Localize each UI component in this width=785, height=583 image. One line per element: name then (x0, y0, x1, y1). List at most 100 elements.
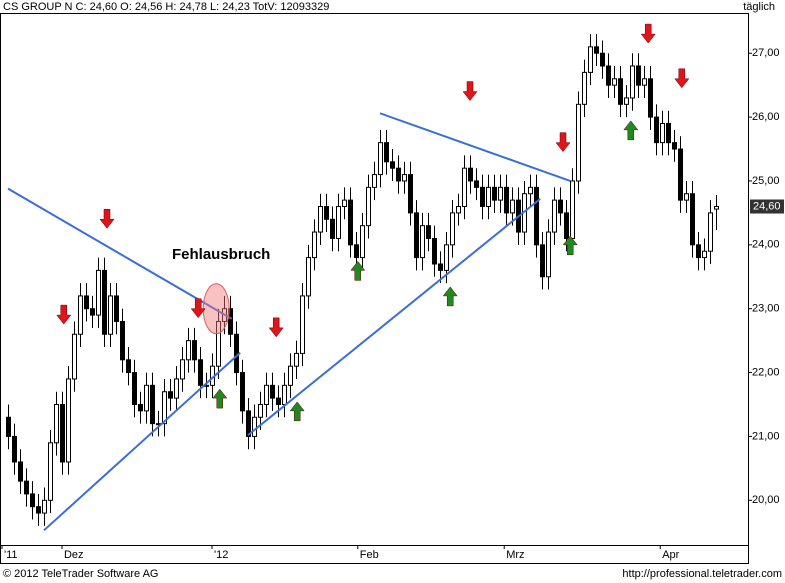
candle-body (24, 480, 29, 495)
candle-body (372, 174, 377, 188)
signal-arrow (99, 209, 115, 229)
candle-body (384, 142, 389, 163)
candle-body (444, 244, 449, 271)
candle-body (192, 340, 197, 361)
candle-body (240, 372, 245, 412)
candle-body (276, 397, 281, 405)
url: http://professional.teletrader.com (622, 568, 782, 580)
candle-body (462, 167, 467, 208)
candle-body (648, 78, 653, 118)
y-tick-label: 21,00 (752, 430, 780, 442)
y-tick-label: 25,00 (752, 175, 780, 187)
candle-body (624, 97, 629, 105)
candle-body (636, 65, 641, 86)
y-tick-label: 24,00 (752, 239, 780, 251)
candle-body (330, 218, 335, 239)
candle-body (684, 193, 689, 201)
candle-body (78, 295, 83, 335)
candle-body (504, 186, 509, 214)
candle-body (318, 206, 323, 233)
candle-body (54, 403, 59, 444)
candle-body (294, 352, 299, 367)
candle-body (606, 65, 611, 86)
signal-arrow (462, 81, 478, 101)
last-price-box (750, 199, 784, 214)
signal-arrow (268, 317, 284, 338)
candle-body (714, 206, 719, 210)
trendline (7, 187, 233, 320)
plot-frame (0, 13, 749, 546)
signal-arrow (190, 298, 206, 319)
y-tick-label: 22,00 (752, 366, 780, 378)
candle-body (258, 403, 263, 418)
candle-body (348, 199, 353, 246)
candle-body (336, 206, 341, 239)
x-tick-label: '11 (4, 549, 18, 561)
candle-body (180, 359, 185, 380)
signal-arrow (212, 388, 228, 409)
candle-body (306, 257, 311, 297)
candle-body (264, 384, 269, 405)
candle-body (612, 78, 617, 86)
candle-body (420, 225, 425, 259)
trendline (247, 198, 541, 436)
candle-body (300, 295, 305, 354)
signal-arrow (555, 132, 571, 153)
y-tick-label: 27,00 (752, 47, 780, 59)
candle-body (534, 186, 539, 246)
candle-body (30, 493, 35, 508)
x-tick-label: Mrz (506, 549, 524, 561)
candle-body (468, 167, 473, 182)
candle-body (144, 384, 149, 412)
signal-arrow (56, 304, 72, 325)
candle-body (396, 167, 401, 182)
signal-arrow (623, 120, 639, 141)
candle-body (252, 416, 257, 437)
candle-body (390, 161, 395, 169)
candle-body (618, 78, 623, 105)
candle-body (564, 212, 569, 239)
candle-body (528, 186, 533, 195)
candle-body (474, 180, 479, 188)
candle-body (312, 231, 317, 259)
candle-body (12, 435, 17, 463)
candle-body (414, 212, 419, 259)
candle-body (132, 372, 137, 405)
candle-body (486, 186, 491, 208)
candle-body (42, 499, 47, 514)
candle-body (660, 122, 665, 144)
candle-body (246, 410, 251, 437)
signal-arrow (640, 23, 656, 44)
candle-body (594, 46, 599, 54)
candle-body (36, 506, 41, 514)
candle-body (492, 186, 497, 201)
candle-body (366, 186, 371, 227)
copyright: © 2012 TeleTrader Software AG (3, 568, 158, 580)
candle-body (48, 442, 53, 501)
highlight (202, 283, 230, 335)
candle-body (558, 199, 563, 214)
candle-body (120, 320, 125, 361)
candle-body (60, 403, 65, 463)
candle-body (228, 308, 233, 335)
y-tick-label: 23,00 (752, 303, 780, 315)
candle-body (672, 142, 677, 150)
candle-body (582, 71, 587, 105)
candle-body (342, 199, 347, 208)
candle-body (654, 116, 659, 144)
candle-body (708, 212, 713, 252)
candle-body (168, 391, 173, 399)
x-tick-label: '12 (214, 549, 228, 561)
candle-body (702, 250, 707, 259)
candle-body (546, 231, 551, 278)
trendline (379, 112, 571, 182)
interval: täglich (743, 1, 775, 13)
candle-body (402, 174, 407, 182)
candle-body (570, 180, 575, 239)
x-tick-label: Apr (662, 549, 679, 561)
candle-body (234, 333, 239, 374)
candle-body (96, 269, 101, 316)
candle-body (480, 186, 485, 208)
candle-body (438, 263, 443, 271)
candle-body (66, 378, 71, 463)
